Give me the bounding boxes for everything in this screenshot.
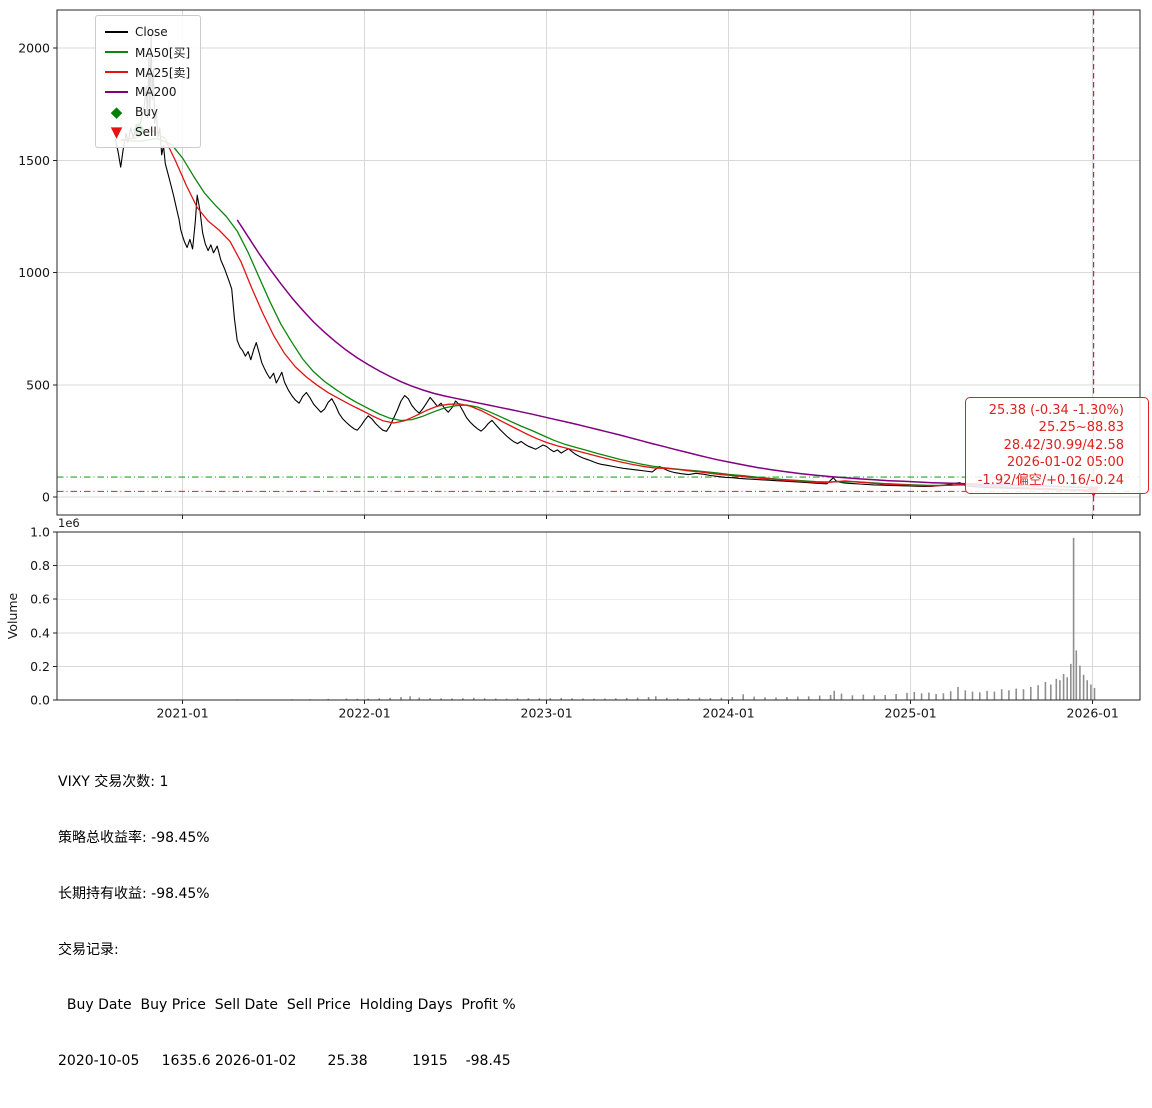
- legend-item-ma200: MA200: [105, 82, 190, 102]
- axis-ticks: 0 500 1000 1500 2000: [18, 41, 1094, 519]
- annotation-line: 25.38 (-0.34 -1.30%): [988, 403, 1124, 418]
- svg-text:0.6: 0.6: [30, 592, 50, 607]
- grid: [57, 531, 1140, 701]
- ma50-line: [120, 137, 1094, 491]
- summary-line-trade-count: VIXY 交易次数: 1: [58, 774, 169, 791]
- ma200-line: [236, 219, 1094, 489]
- legend-line-swatch: [105, 71, 128, 73]
- svg-text:1000: 1000: [18, 265, 50, 280]
- legend-label: Buy: [135, 105, 158, 119]
- y-axis-label: Volume: [5, 592, 20, 639]
- legend: Close MA50[买] MA25[卖] MA200 ◆ Buy ▼ Sell: [95, 15, 202, 148]
- svg-text:0.2: 0.2: [30, 659, 50, 674]
- legend-line-swatch: [105, 31, 128, 33]
- svg-text:1.0: 1.0: [30, 525, 50, 540]
- grid: [57, 10, 1140, 515]
- volume-bars: [145, 537, 1096, 701]
- legend-label: Sell: [135, 125, 157, 139]
- legend-label: Close: [135, 25, 168, 39]
- legend-label: MA200: [135, 85, 177, 99]
- buy-diamond-icon: ◆: [110, 102, 123, 121]
- svg-text:0.0: 0.0: [30, 693, 50, 708]
- axes-border: [56, 9, 1141, 516]
- legend-line-swatch: [105, 51, 128, 53]
- legend-label: MA25[卖]: [135, 65, 191, 80]
- axes-border: [56, 531, 1141, 701]
- figure: 0 500 1000 1500 2000 0.0 0.2 0.4 0.6 0.8 1.0 2021-0…: [5, 9, 1149, 1070]
- summary-text: VIXY 交易次数: 1 策略总收益率: -98.45% 长期持有收益: -98…: [58, 736, 516, 1108]
- annotation-line: 2026-01-02 05:00: [1006, 455, 1124, 471]
- ma25-line: [120, 128, 1094, 492]
- svg-text:2021-01: 2021-01: [156, 706, 208, 721]
- axis-offset-text: 1e6: [58, 516, 80, 530]
- legend-item-sell: ▼ Sell: [105, 122, 190, 142]
- legend-item-close: Close: [105, 22, 190, 42]
- trade-table-header: Buy Date Buy Price Sell Date Sell Price …: [58, 997, 516, 1014]
- axis-ticks: 0.0 0.2 0.4 0.6 0.8 1.0 2021-01 2022-01 2023-01 2…: [30, 525, 1119, 721]
- summary-line-hold-return: 长期持有收益: -98.45%: [58, 885, 210, 902]
- svg-text:0.4: 0.4: [30, 625, 50, 640]
- annotation-box: 25.38 (-0.34 -1.30%) 25.25~88.83 28.42/30.…: [964, 397, 1149, 495]
- legend-item-buy: ◆ Buy: [105, 102, 190, 122]
- svg-text:0.8: 0.8: [30, 558, 50, 573]
- svg-text:1500: 1500: [18, 153, 50, 168]
- legend-item-ma25: MA25[卖]: [105, 62, 190, 82]
- svg-text:2023-01: 2023-01: [521, 706, 573, 721]
- close-line: [114, 35, 1094, 492]
- legend-item-ma50: MA50[买]: [105, 42, 190, 62]
- legend-line-swatch: [105, 91, 128, 93]
- main-chart: 0 500 1000 1500 2000: [18, 9, 1141, 519]
- annotation-line: -1.92/偏空/+0.16/-0.24: [977, 472, 1124, 488]
- annotation-line: 28.42/30.99/42.58: [1003, 437, 1124, 453]
- summary-line-strategy-return: 策略总收益率: -98.45%: [58, 829, 210, 846]
- trade-table-row: 2020-10-05 1635.6 2026-01-02 25.38 1915 …: [58, 1053, 511, 1070]
- svg-text:500: 500: [26, 377, 50, 392]
- svg-text:2024-01: 2024-01: [703, 706, 755, 721]
- sell-triangle-icon: ▼: [110, 122, 123, 141]
- svg-text:2025-01: 2025-01: [885, 706, 937, 721]
- chart-svg: 0 500 1000 1500 2000 0.0 0.2 0.4 0.6 0.8 1.0 2021-0…: [5, 9, 1141, 721]
- svg-text:2026-01: 2026-01: [1067, 706, 1119, 721]
- annotation-line: 25.25~88.83: [1038, 420, 1124, 436]
- svg-text:0: 0: [42, 490, 50, 505]
- legend-label: MA50[买]: [135, 45, 191, 60]
- svg-text:2022-01: 2022-01: [338, 706, 390, 721]
- summary-line-records-title: 交易记录:: [58, 941, 119, 958]
- svg-text:2000: 2000: [18, 41, 50, 56]
- volume-chart: 0.0 0.2 0.4 0.6 0.8 1.0 2021-01 2022-01 2023-01 2…: [5, 516, 1141, 721]
